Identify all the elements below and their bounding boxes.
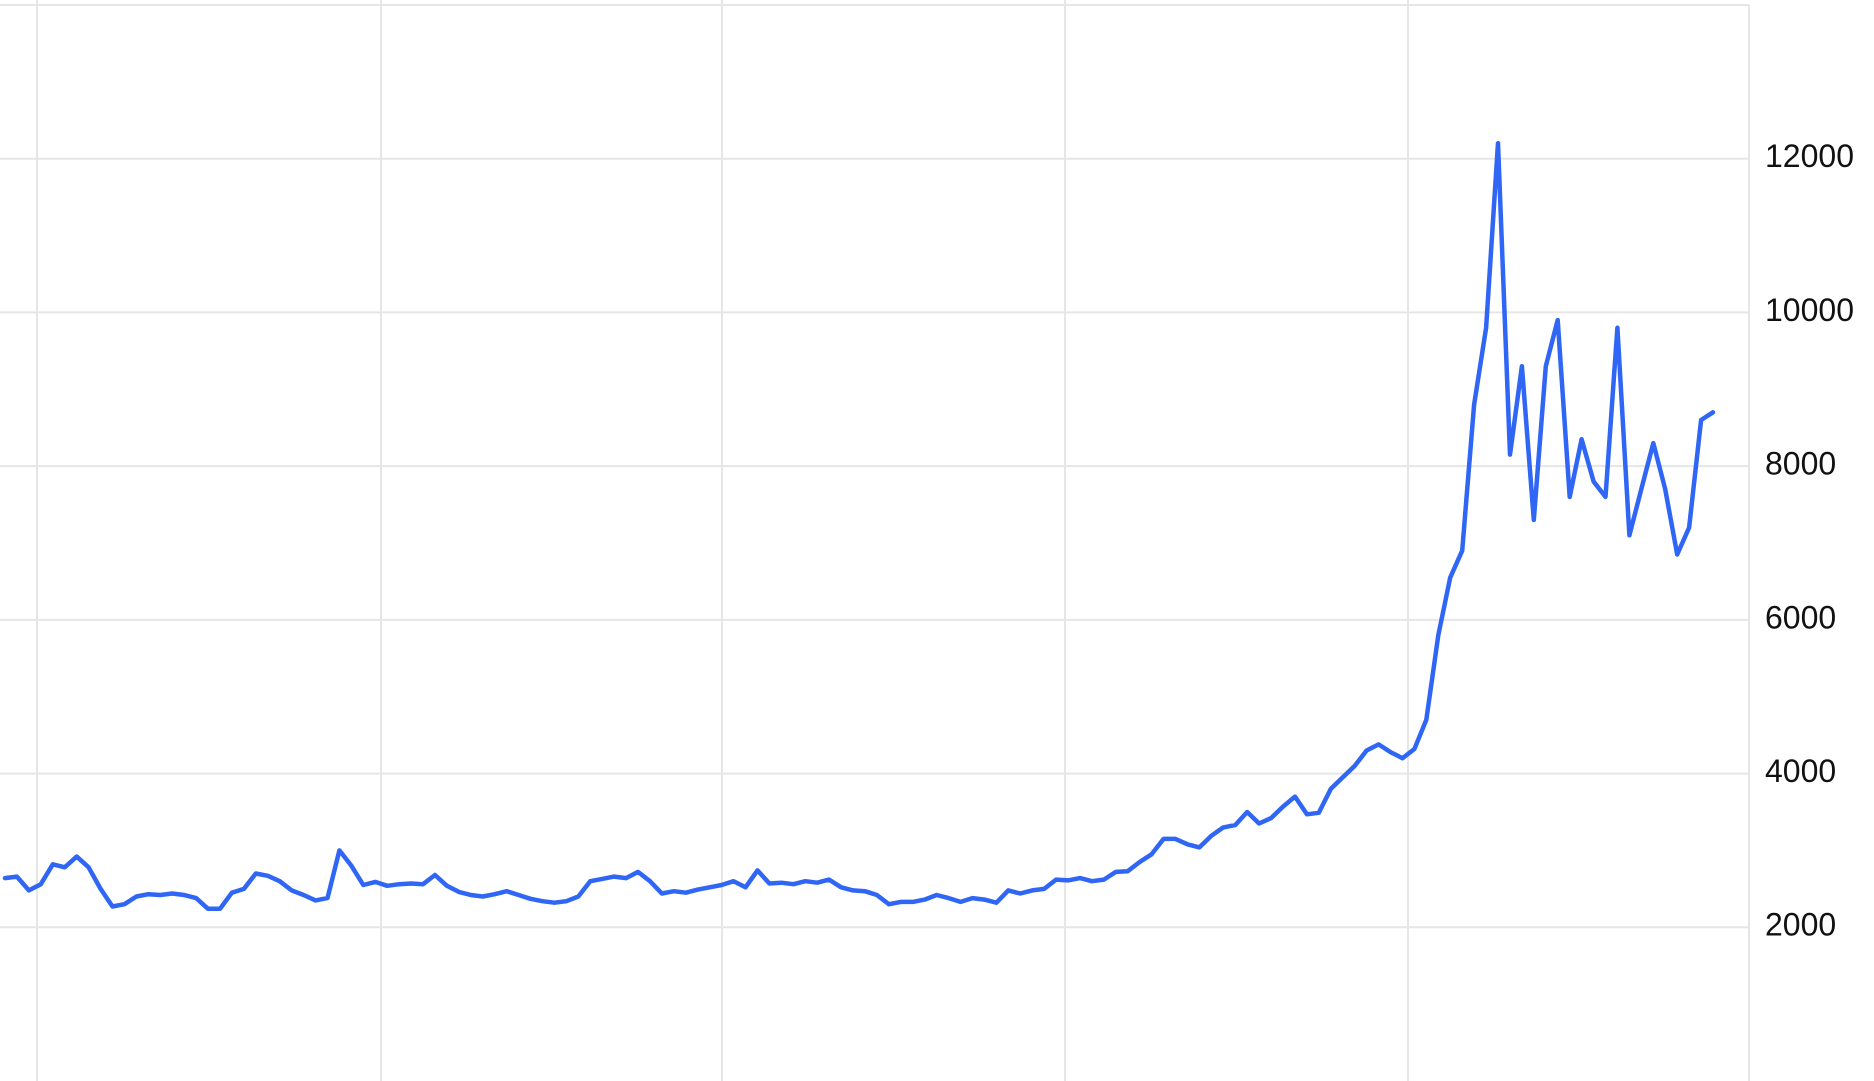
y-tick-label: 6000 bbox=[1765, 599, 1836, 635]
line-series bbox=[2, 141, 1716, 912]
y-tick-label: 10000 bbox=[1765, 292, 1854, 328]
x-grid bbox=[0, 0, 1750, 1081]
y-tick-label: 4000 bbox=[1765, 753, 1836, 789]
y-tick-label: 2000 bbox=[1765, 907, 1836, 943]
y-tick-label: 8000 bbox=[1765, 446, 1836, 482]
y-tick-label: 12000 bbox=[1765, 138, 1854, 174]
